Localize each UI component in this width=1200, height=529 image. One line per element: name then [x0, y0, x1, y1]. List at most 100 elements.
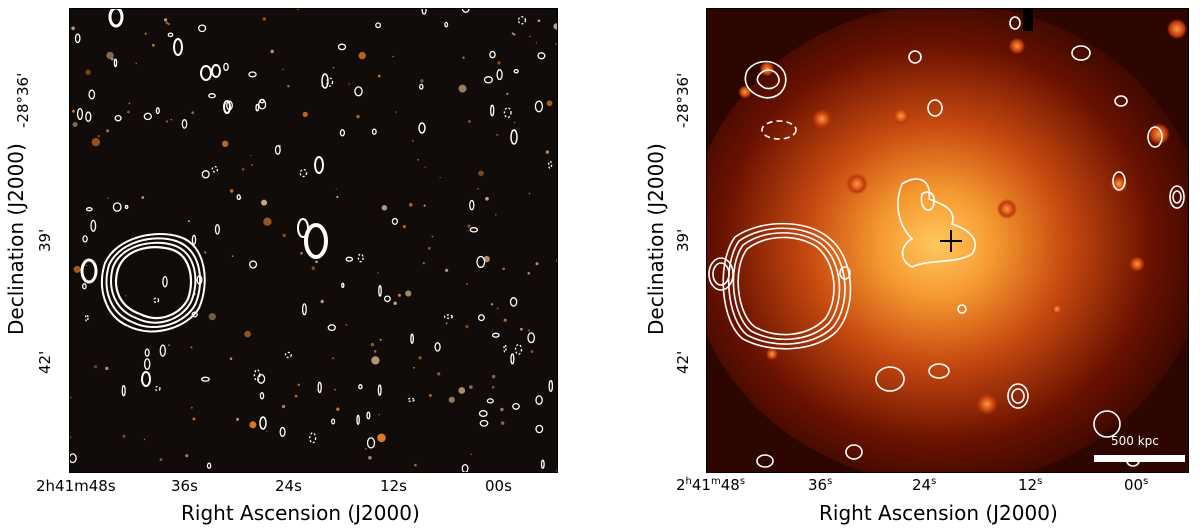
radio-contour: [309, 432, 317, 444]
optical-source: [431, 235, 434, 238]
left-x-tick: 00s: [485, 477, 512, 495]
optical-source: [167, 22, 170, 26]
optical-source: [91, 138, 100, 147]
xray-point-source: [1129, 256, 1145, 272]
radio-contour: [85, 207, 93, 212]
optical-source: [497, 61, 501, 65]
optical-source: [97, 135, 100, 138]
optical-source: [411, 139, 414, 142]
radio-contour: [154, 385, 161, 392]
optical-source: [545, 150, 550, 154]
optical-source: [428, 394, 432, 397]
radio-contour: [354, 86, 363, 97]
optical-source: [70, 436, 71, 439]
radio-contour: [274, 144, 281, 155]
optical-source: [334, 388, 336, 391]
optical-source: [485, 196, 489, 201]
optical-source: [371, 356, 380, 365]
radio-contour: [469, 199, 475, 211]
radio-contour: [85, 111, 92, 122]
radio-contour: [327, 324, 336, 332]
radio-contour: [112, 202, 122, 212]
radio-contour: [469, 227, 479, 233]
optical-source: [423, 204, 426, 207]
radio-contour: [84, 314, 89, 322]
scale-bar-label: 500 kpc: [1111, 434, 1159, 448]
optical-source: [413, 366, 415, 369]
radio-contour: [503, 107, 512, 119]
optical-source: [555, 259, 557, 262]
left-x-tick: 12s: [380, 477, 407, 495]
xray-point-source: [996, 198, 1018, 220]
optical-source: [106, 129, 110, 133]
optical-source: [462, 56, 465, 59]
optical-source: [336, 407, 340, 411]
optical-source: [546, 100, 553, 107]
optical-source: [72, 122, 78, 127]
optical-source: [503, 318, 507, 322]
radio-contour: [478, 410, 488, 417]
radio-contour: [358, 384, 363, 390]
optical-source: [127, 110, 130, 114]
masked-region: [1023, 9, 1033, 31]
optical-source: [397, 293, 401, 297]
right-image-frame: 500 kpc: [706, 8, 1189, 473]
radio-contour: [366, 411, 371, 420]
radio-contour: [153, 297, 160, 304]
optical-source: [373, 350, 377, 353]
radio-contour: [88, 89, 96, 100]
radio-contour: [159, 344, 166, 357]
optical-source: [85, 69, 91, 75]
optical-source: [165, 120, 168, 123]
radio-contour: [419, 83, 424, 90]
radio-contour: [503, 344, 507, 353]
optical-source: [495, 213, 497, 216]
scale-bar: [1094, 455, 1185, 462]
optical-source: [445, 268, 449, 272]
xray-point-source: [1050, 302, 1064, 316]
optical-source: [439, 176, 441, 179]
optical-source: [513, 122, 516, 124]
radio-contour: [537, 52, 546, 60]
optical-source: [73, 265, 81, 273]
optical-source: [168, 344, 170, 347]
radio-contour: [206, 462, 212, 469]
radio-contour: [248, 71, 257, 78]
radio-contour: [197, 24, 207, 33]
optical-source: [282, 68, 284, 70]
optical-source: [192, 417, 196, 421]
left-image-frame: [69, 8, 558, 473]
optical-source: [500, 407, 504, 412]
optical-source: [527, 329, 530, 332]
radio-contour: [223, 62, 229, 72]
optical-source: [555, 43, 557, 45]
radio-contour: [337, 43, 347, 51]
radio-contour: [211, 165, 219, 173]
optical-source: [553, 23, 557, 30]
optical-source: [418, 356, 422, 360]
radio-contour: [407, 397, 415, 403]
optical-source: [106, 51, 114, 60]
optical-source: [506, 92, 509, 95]
optical-source: [208, 313, 216, 321]
optical-source: [165, 21, 169, 25]
right-x-axis-title: Right Ascension (J2000): [819, 501, 1058, 525]
optical-source: [297, 9, 299, 11]
optical-source: [164, 18, 168, 22]
optical-source: [511, 32, 514, 35]
left-y-tick: 39': [36, 228, 54, 252]
radio-contour: [258, 99, 267, 110]
optical-source: [125, 295, 127, 297]
right-x-tick: 12s: [1018, 476, 1043, 494]
radio-contour: [489, 50, 496, 59]
optical-source: [144, 32, 147, 35]
optical-source: [85, 264, 88, 267]
optical-source: [190, 346, 193, 349]
optical-source: [358, 51, 366, 60]
xray-point-source: [765, 347, 779, 361]
left-x-tick: 2h41m48s: [36, 477, 116, 495]
optical-source: [529, 35, 531, 38]
radio-contour: [90, 219, 97, 232]
optical-source: [187, 220, 191, 223]
radio-contour: [371, 128, 377, 135]
